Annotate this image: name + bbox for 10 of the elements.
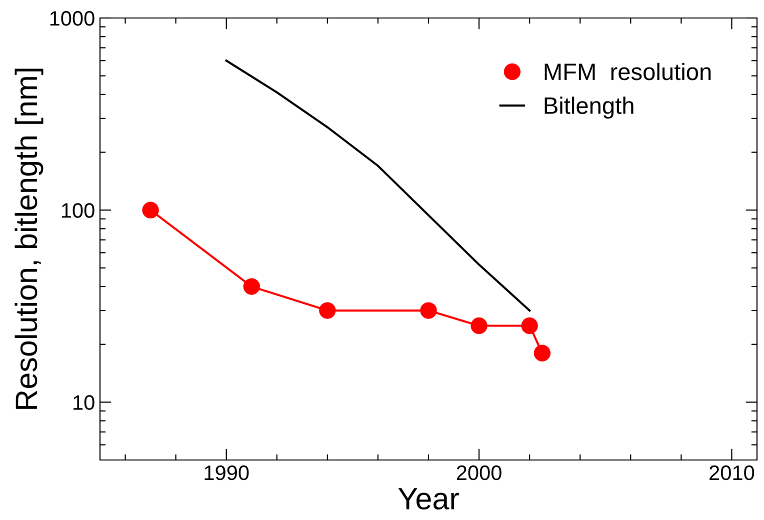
y-tick-label: 10 (74, 395, 94, 410)
y-axis-title: Resolution, bitlength [nm] (14, 68, 44, 409)
y-tick-label: 100 (62, 203, 94, 218)
x-tick-label: 2010 (710, 465, 754, 480)
y-tick-label: 1000 (50, 11, 94, 26)
legend-label: Bitlength (544, 96, 634, 119)
x-axis-title: Year (398, 488, 459, 510)
x-tick-label: 1990 (204, 465, 249, 480)
legend-label: MFM resolution (544, 62, 711, 80)
x-tick-label: 2000 (456, 465, 502, 480)
